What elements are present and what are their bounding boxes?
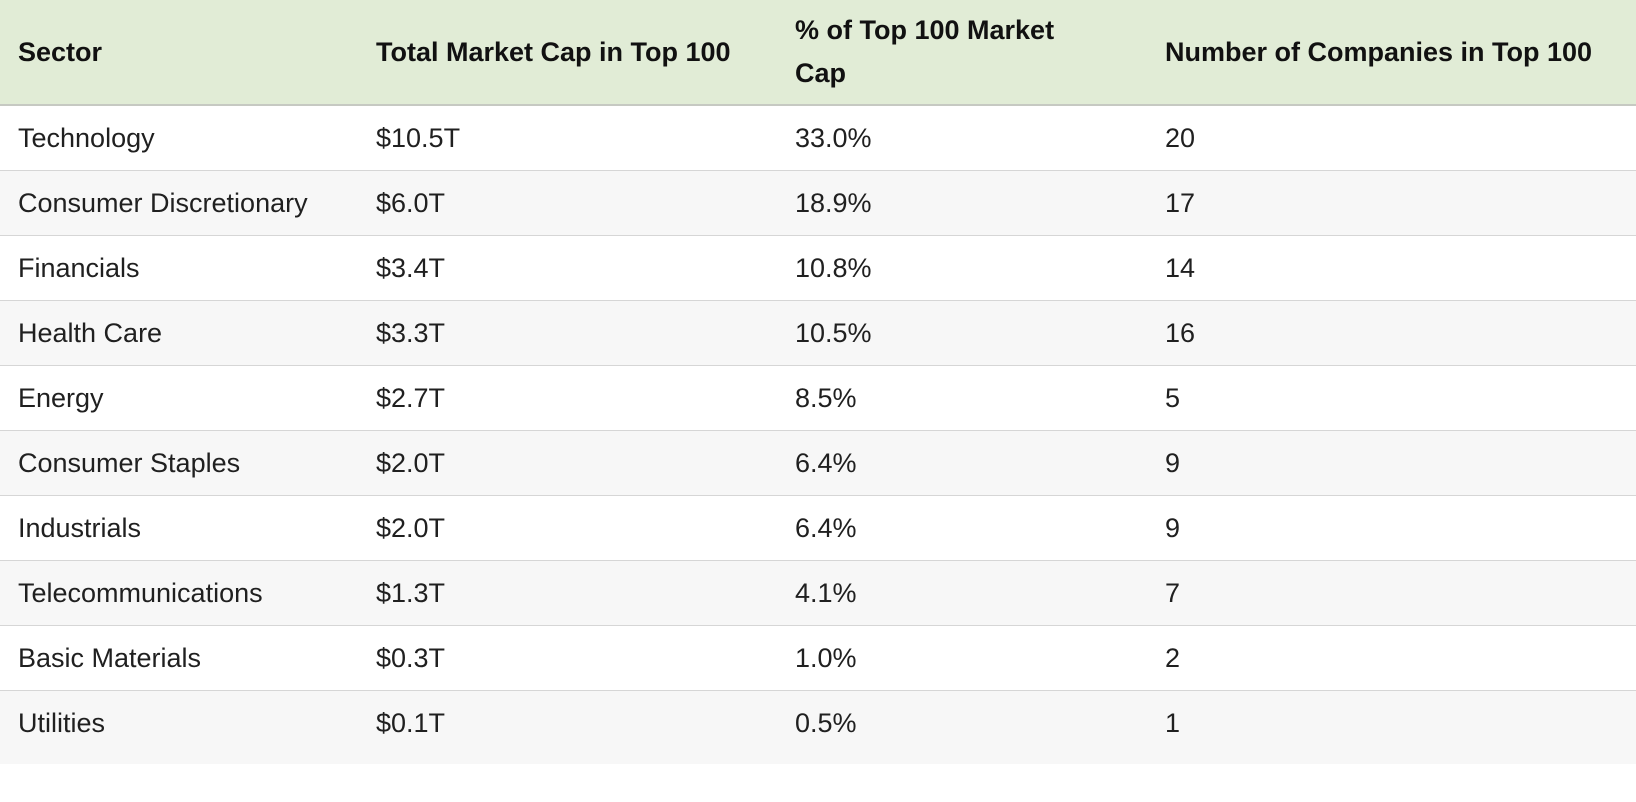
column-header-sector-label: Sector bbox=[18, 36, 103, 67]
column-header-total-market-cap-label: Total Market Cap in Top 100 bbox=[376, 36, 731, 67]
column-header-number-of-companies-label: Number of Companies in Top 100 bbox=[1165, 36, 1593, 67]
cell-sector: Consumer Staples bbox=[0, 430, 358, 496]
table-row: Energy $2.7T 8.5% 5 bbox=[0, 365, 1636, 431]
cell-market_cap: $3.3T bbox=[358, 300, 777, 366]
column-header-number-of-companies: Number of Companies in Top 100 bbox=[1147, 0, 1636, 106]
cell-pct: 10.8% bbox=[777, 235, 1147, 301]
cell-sector: Health Care bbox=[0, 300, 358, 366]
table-row: Technology $10.5T 33.0% 20 bbox=[0, 105, 1636, 171]
table-row: Consumer Discretionary $6.0T 18.9% 17 bbox=[0, 170, 1636, 236]
cell-sector: Consumer Discretionary bbox=[0, 170, 358, 236]
table-row: Utilities $0.1T 0.5% 1 bbox=[0, 690, 1636, 764]
cell-market_cap: $0.3T bbox=[358, 625, 777, 691]
column-header-total-market-cap: Total Market Cap in Top 100 bbox=[358, 0, 777, 106]
table-row: Consumer Staples $2.0T 6.4% 9 bbox=[0, 430, 1636, 496]
cell-market_cap: $1.3T bbox=[358, 560, 777, 626]
cell-pct: 1.0% bbox=[777, 625, 1147, 691]
column-header-pct-of-top-100: % of Top 100 Market Cap bbox=[777, 0, 1147, 106]
column-header-sector: Sector bbox=[0, 0, 358, 106]
cell-pct: 33.0% bbox=[777, 105, 1147, 171]
cell-pct: 18.9% bbox=[777, 170, 1147, 236]
cell-sector: Financials bbox=[0, 235, 358, 301]
cell-market_cap: $10.5T bbox=[358, 105, 777, 171]
cell-companies: 5 bbox=[1147, 365, 1636, 431]
cell-companies: 9 bbox=[1147, 495, 1636, 561]
sector-market-cap-table: Sector Total Market Cap in Top 100 % of … bbox=[0, 0, 1636, 764]
cell-sector: Telecommunications bbox=[0, 560, 358, 626]
cell-pct: 6.4% bbox=[777, 430, 1147, 496]
cell-pct: 6.4% bbox=[777, 495, 1147, 561]
cell-companies: 7 bbox=[1147, 560, 1636, 626]
cell-sector: Utilities bbox=[0, 690, 358, 764]
cell-sector: Technology bbox=[0, 105, 358, 171]
cell-market_cap: $6.0T bbox=[358, 170, 777, 236]
table-body: Technology $10.5T 33.0% 20 Consumer Discreti… bbox=[0, 105, 1636, 764]
cell-market_cap: $2.0T bbox=[358, 495, 777, 561]
cell-pct: 10.5% bbox=[777, 300, 1147, 366]
table-row: Basic Materials $0.3T 1.0% 2 bbox=[0, 625, 1636, 691]
cell-market_cap: $2.0T bbox=[358, 430, 777, 496]
cell-sector: Energy bbox=[0, 365, 358, 431]
cell-companies: 14 bbox=[1147, 235, 1636, 301]
cell-pct: 4.1% bbox=[777, 560, 1147, 626]
cell-companies: 9 bbox=[1147, 430, 1636, 496]
table-row: Industrials $2.0T 6.4% 9 bbox=[0, 495, 1636, 561]
table-row: Telecommunications $1.3T 4.1% 7 bbox=[0, 560, 1636, 626]
cell-market_cap: $2.7T bbox=[358, 365, 777, 431]
cell-pct: 0.5% bbox=[777, 690, 1147, 764]
column-header-pct-of-top-100-label: % of Top 100 Market Cap bbox=[795, 15, 1055, 88]
cell-pct: 8.5% bbox=[777, 365, 1147, 431]
cell-sector: Industrials bbox=[0, 495, 358, 561]
cell-sector: Basic Materials bbox=[0, 625, 358, 691]
cell-companies: 2 bbox=[1147, 625, 1636, 691]
cell-companies: 17 bbox=[1147, 170, 1636, 236]
table-row: Health Care $3.3T 10.5% 16 bbox=[0, 300, 1636, 366]
cell-market_cap: $3.4T bbox=[358, 235, 777, 301]
cell-companies: 16 bbox=[1147, 300, 1636, 366]
table-header-row: Sector Total Market Cap in Top 100 % of … bbox=[0, 0, 1636, 106]
table-row: Financials $3.4T 10.8% 14 bbox=[0, 235, 1636, 301]
cell-market_cap: $0.1T bbox=[358, 690, 777, 764]
cell-companies: 20 bbox=[1147, 105, 1636, 171]
cell-companies: 1 bbox=[1147, 690, 1636, 764]
